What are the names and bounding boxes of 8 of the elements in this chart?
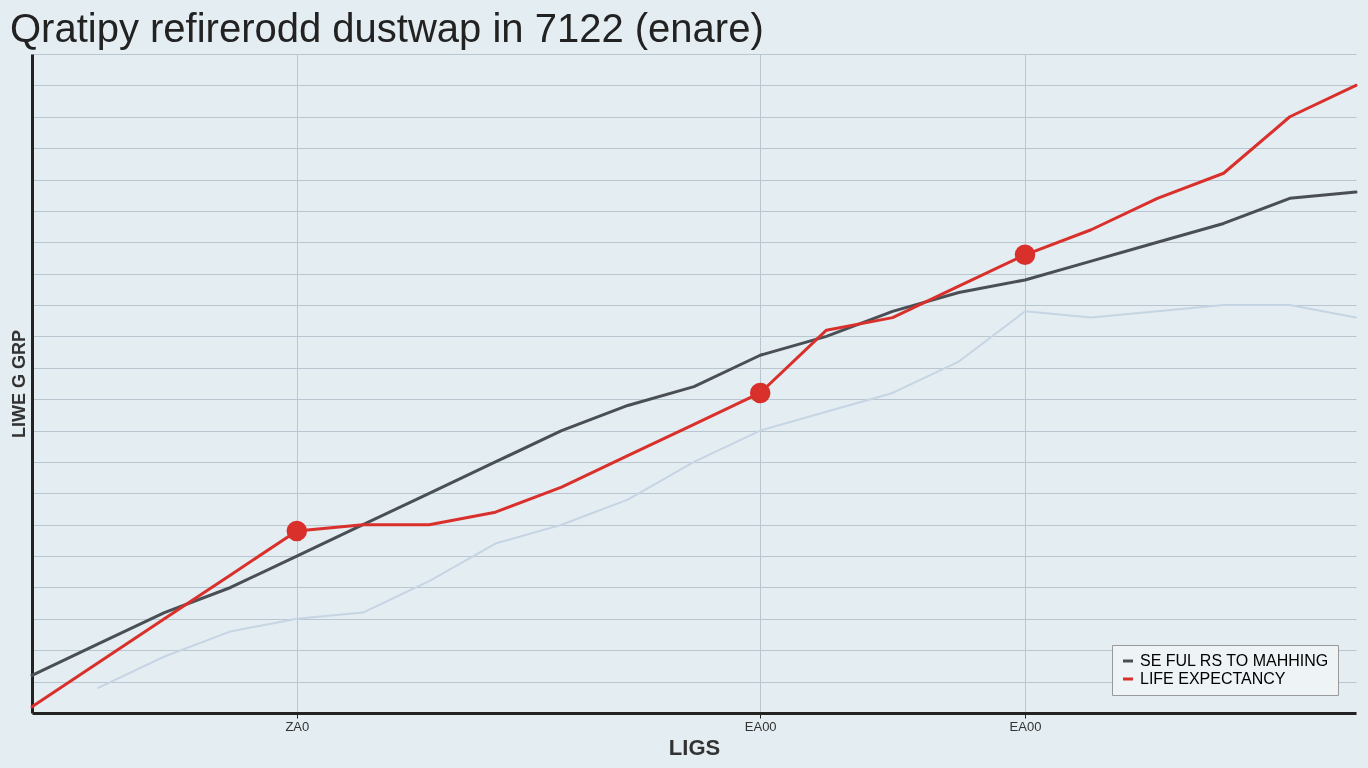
x-tick-label: EA00 bbox=[1009, 718, 1042, 734]
x-tick-label: EA00 bbox=[744, 718, 777, 734]
y-axis-title: LIWE G GRP bbox=[8, 330, 29, 438]
chart-title: Qratipy refirerodd dustwap in 7122 (enare) bbox=[10, 6, 764, 50]
x-axis-title: LIGS bbox=[668, 734, 721, 760]
x-tick-label: ZA0 bbox=[285, 718, 310, 734]
legend-label: LIFE EXPECTANCY bbox=[1140, 670, 1286, 687]
legend-label: SE FUL RS TO MAHHING bbox=[1140, 652, 1329, 669]
